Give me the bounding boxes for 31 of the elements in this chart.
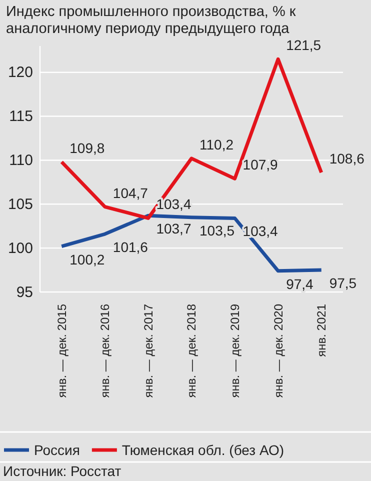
data-label: 97,4 <box>286 276 314 292</box>
data-label: 100,2 <box>70 251 105 268</box>
data-label: 104,7 <box>112 184 148 201</box>
text: Источник: Росстат <box>3 463 122 479</box>
data-label: 121,5 <box>286 37 322 54</box>
y-tick-label: 95 <box>16 284 33 301</box>
data-label: 109,8 <box>70 140 105 156</box>
line-series <box>60 214 324 273</box>
data-label: 107,9 <box>242 156 278 173</box>
data-label: 103,5 <box>200 222 235 238</box>
data-label: 103,7 <box>156 220 192 237</box>
x-tick-label: янв. — дек. 2018 <box>184 304 199 398</box>
y-tick-label: 120 <box>8 64 33 82</box>
data-label: 101,6 <box>112 239 148 256</box>
line-series <box>60 57 324 220</box>
x-tick-label: янв. — дек. 2019 <box>228 304 242 398</box>
data-label: 108,6 <box>329 150 365 167</box>
x-tick-label: янв. — дек. 2016 <box>98 304 112 398</box>
x-tick-label: янв. — дек. 2020 <box>271 304 286 398</box>
y-tick-label: 115 <box>9 108 33 126</box>
y-tick-label: 100 <box>8 240 33 257</box>
data-label: 97,5 <box>329 275 357 292</box>
x-tick-label: янв. — дек. 2017 <box>141 304 156 398</box>
y-tick-label: 105 <box>8 196 33 213</box>
y-tick-label: 110 <box>9 152 33 170</box>
legend-label: Тюменская обл. (без АО) <box>122 442 284 458</box>
legend-label: Россия <box>34 442 80 458</box>
x-tick-label: янв. 2021 <box>314 304 329 357</box>
chart-title: Индекс промышленного производства, % к аналогичному периоду предыдущего года <box>6 4 297 38</box>
x-tick-label: янв. — дек. 2015 <box>54 304 69 398</box>
data-label: 110,2 <box>200 136 234 152</box>
